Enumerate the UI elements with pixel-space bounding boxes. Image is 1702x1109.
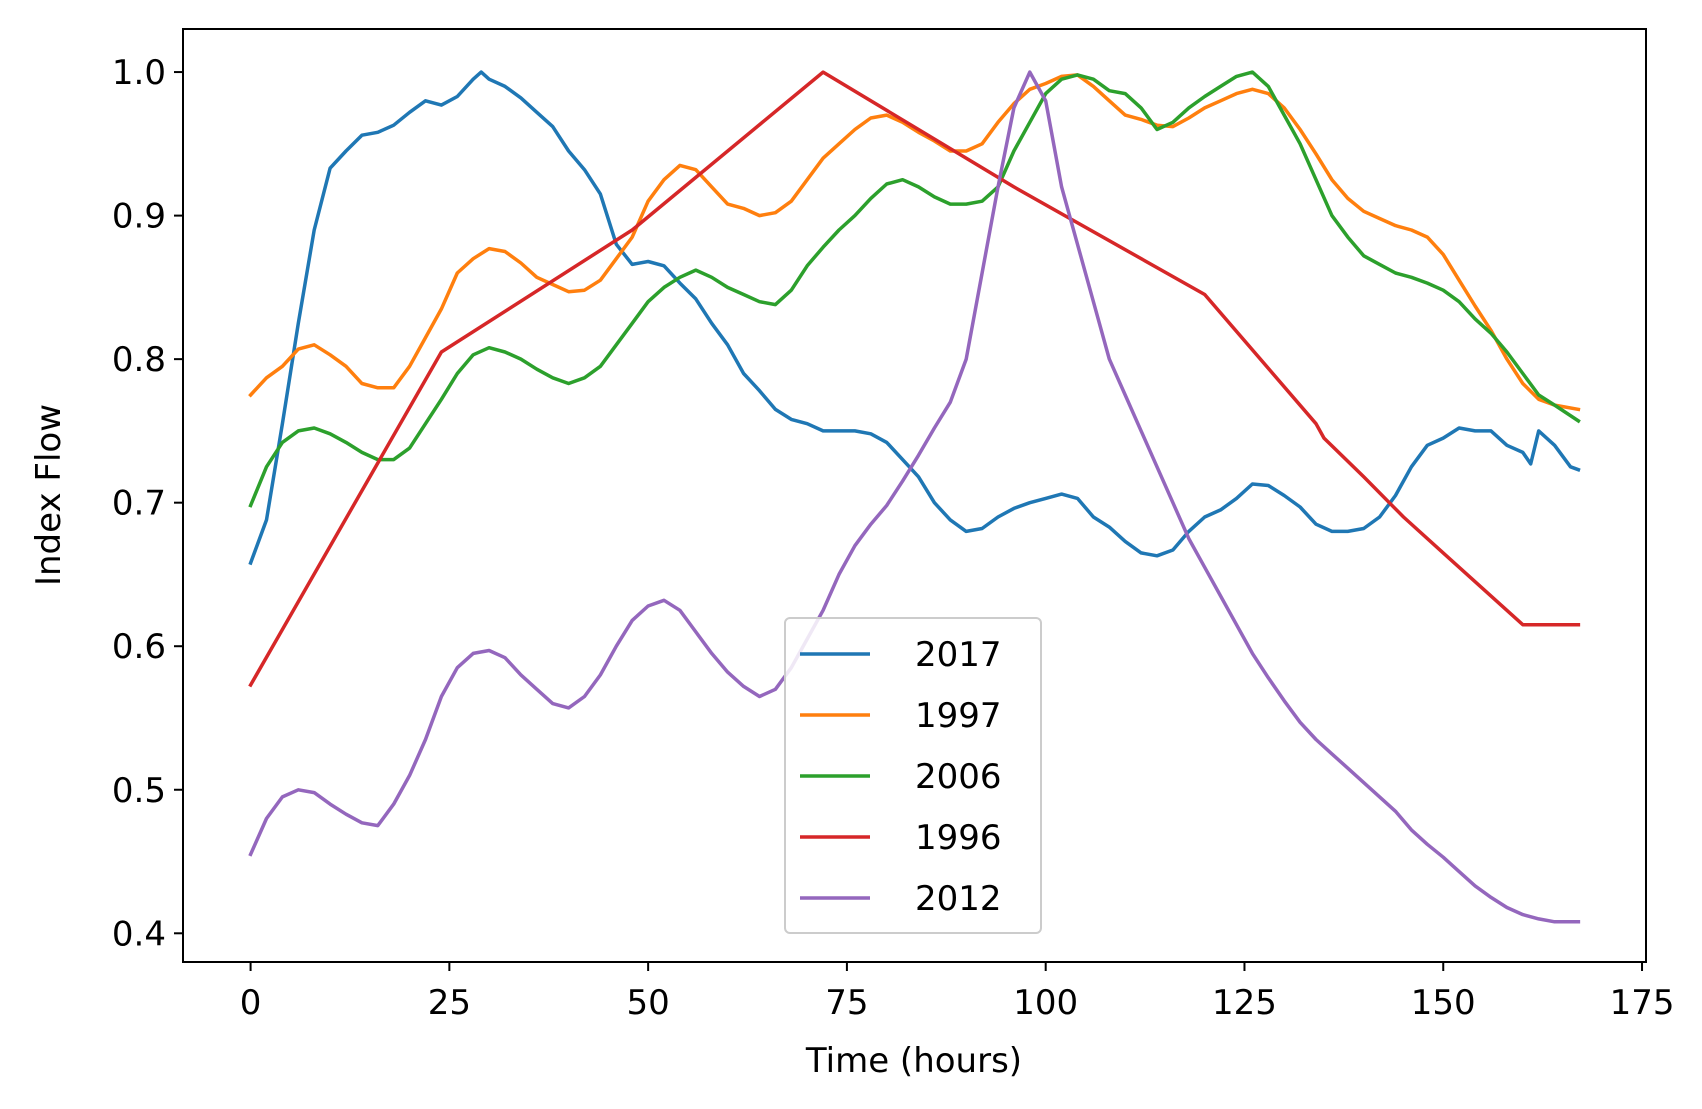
- y-axis-label: Index Flow: [29, 404, 69, 586]
- x-tick-label: 175: [1610, 983, 1675, 1023]
- series-line-1996: [248, 70, 1581, 688]
- y-tick-label: 0.4: [112, 914, 166, 954]
- series-line-1997: [248, 73, 1581, 412]
- series-line-2017: [248, 70, 1581, 566]
- legend-label: 2006: [915, 757, 1002, 797]
- y-axis: 0.4 0.5 0.6 0.7 0.8 0.9 1.0: [112, 53, 183, 954]
- x-tick-label: 75: [825, 983, 868, 1023]
- x-tick-label: 150: [1411, 983, 1476, 1023]
- series-line-2006: [248, 70, 1581, 508]
- plot-frame: [182, 28, 1647, 963]
- y-tick-label: 0.8: [112, 340, 166, 380]
- x-tick-label: 125: [1212, 983, 1277, 1023]
- x-tick-label: 0: [240, 983, 262, 1023]
- x-axis-label: Time (hours): [805, 1041, 1022, 1081]
- x-tick-label: 25: [428, 983, 471, 1023]
- legend-label: 2012: [915, 879, 1002, 919]
- legend-label: 1997: [915, 696, 1002, 736]
- x-tick-label: 100: [1013, 983, 1078, 1023]
- legend-label: 2017: [915, 635, 1002, 675]
- x-tick-label: 50: [627, 983, 670, 1023]
- legend-box: [784, 617, 1042, 934]
- legend-label: 1996: [915, 818, 1002, 858]
- y-tick-label: 0.6: [112, 627, 166, 667]
- y-tick-label: 0.9: [112, 197, 166, 237]
- y-tick-label: 1.0: [112, 53, 166, 93]
- legend: 2017 1997 2006 1996 2012: [784, 617, 1042, 934]
- series-layer: [248, 70, 1581, 924]
- y-tick-label: 0.7: [112, 484, 166, 524]
- y-tick-label: 0.5: [112, 771, 166, 811]
- series-line-2012: [248, 70, 1581, 924]
- x-axis: 0 25 50 75 100 125 150 175: [240, 962, 1675, 1023]
